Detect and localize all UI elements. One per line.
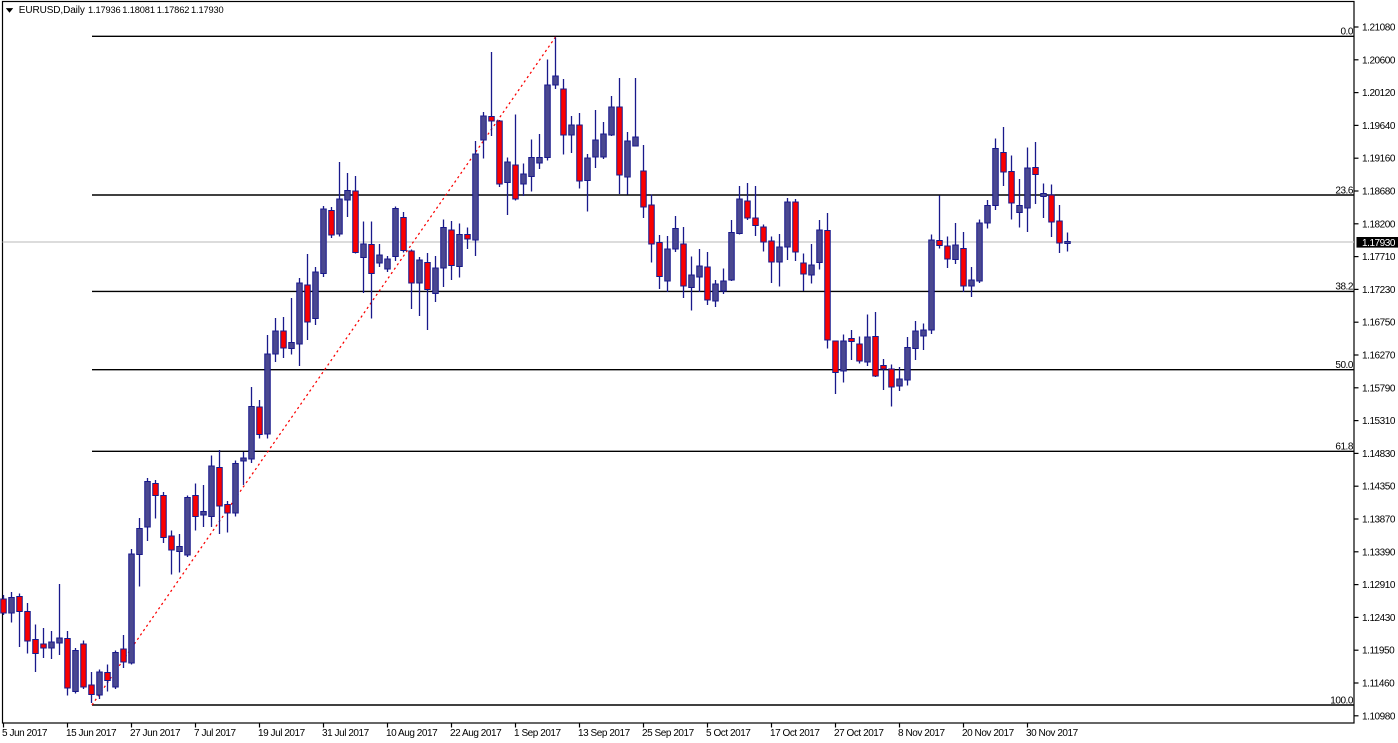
svg-text:1.17710: 1.17710 [1362, 252, 1396, 263]
svg-text:30 Nov 2017: 30 Nov 2017 [1026, 728, 1079, 739]
svg-text:19 Jul 2017: 19 Jul 2017 [258, 728, 306, 739]
svg-text:23.6: 23.6 [1335, 185, 1354, 196]
svg-text:1.17936: 1.17936 [88, 5, 121, 15]
svg-text:1.21080: 1.21080 [1362, 23, 1396, 34]
svg-text:1.11460: 1.11460 [1362, 679, 1395, 690]
svg-text:1.18200: 1.18200 [1362, 219, 1396, 230]
svg-text:1.17930: 1.17930 [1362, 238, 1396, 249]
svg-text:1 Sep 2017: 1 Sep 2017 [514, 728, 562, 739]
svg-text:1.13390: 1.13390 [1362, 547, 1396, 558]
svg-text:1.14350: 1.14350 [1362, 482, 1396, 493]
svg-text:1.15310: 1.15310 [1362, 416, 1396, 427]
svg-text:38.2: 38.2 [1335, 282, 1354, 293]
svg-text:25 Sep 2017: 25 Sep 2017 [642, 728, 695, 739]
svg-text:1.17862: 1.17862 [157, 5, 190, 15]
svg-text:1.13870: 1.13870 [1362, 515, 1396, 526]
svg-text:0.0: 0.0 [1340, 27, 1353, 38]
svg-text:1.12430: 1.12430 [1362, 613, 1396, 624]
svg-text:50.0: 50.0 [1335, 360, 1354, 371]
svg-text:1.16270: 1.16270 [1362, 351, 1396, 362]
svg-text:1.11950: 1.11950 [1362, 646, 1395, 657]
svg-text:8 Nov 2017: 8 Nov 2017 [898, 728, 946, 739]
svg-text:5 Jun 2017: 5 Jun 2017 [2, 728, 48, 739]
svg-text:10 Aug 2017: 10 Aug 2017 [386, 728, 438, 739]
svg-text:27 Jun 2017: 27 Jun 2017 [130, 728, 181, 739]
svg-text:1.16750: 1.16750 [1362, 318, 1396, 329]
svg-text:1.17230: 1.17230 [1362, 285, 1396, 296]
svg-text:100.0: 100.0 [1330, 695, 1354, 706]
svg-text:22 Aug 2017: 22 Aug 2017 [450, 728, 502, 739]
svg-text:31 Jul 2017: 31 Jul 2017 [322, 728, 370, 739]
svg-text:61.8: 61.8 [1335, 442, 1354, 453]
svg-text:1.12910: 1.12910 [1362, 580, 1396, 591]
svg-text:20 Nov 2017: 20 Nov 2017 [962, 728, 1015, 739]
svg-text:17 Oct 2017: 17 Oct 2017 [770, 728, 820, 739]
svg-text:5 Oct 2017: 5 Oct 2017 [706, 728, 751, 739]
svg-text:13 Sep 2017: 13 Sep 2017 [578, 728, 631, 739]
svg-text:1.20600: 1.20600 [1362, 55, 1396, 66]
svg-text:1.14830: 1.14830 [1362, 449, 1396, 460]
svg-text:1.18081: 1.18081 [122, 5, 155, 15]
svg-text:1.18680: 1.18680 [1362, 187, 1396, 198]
svg-text:1.19160: 1.19160 [1362, 154, 1396, 165]
svg-text:1.17930: 1.17930 [191, 5, 224, 15]
svg-text:27 Oct 2017: 27 Oct 2017 [834, 728, 884, 739]
svg-text:1.15790: 1.15790 [1362, 383, 1396, 394]
svg-text:7 Jul 2017: 7 Jul 2017 [194, 728, 237, 739]
svg-text:EURUSD,Daily: EURUSD,Daily [19, 5, 85, 16]
svg-text:15 Jun 2017: 15 Jun 2017 [66, 728, 117, 739]
svg-text:1.19640: 1.19640 [1362, 121, 1396, 132]
svg-text:1.20120: 1.20120 [1362, 88, 1396, 99]
svg-text:1.10980: 1.10980 [1362, 711, 1396, 722]
